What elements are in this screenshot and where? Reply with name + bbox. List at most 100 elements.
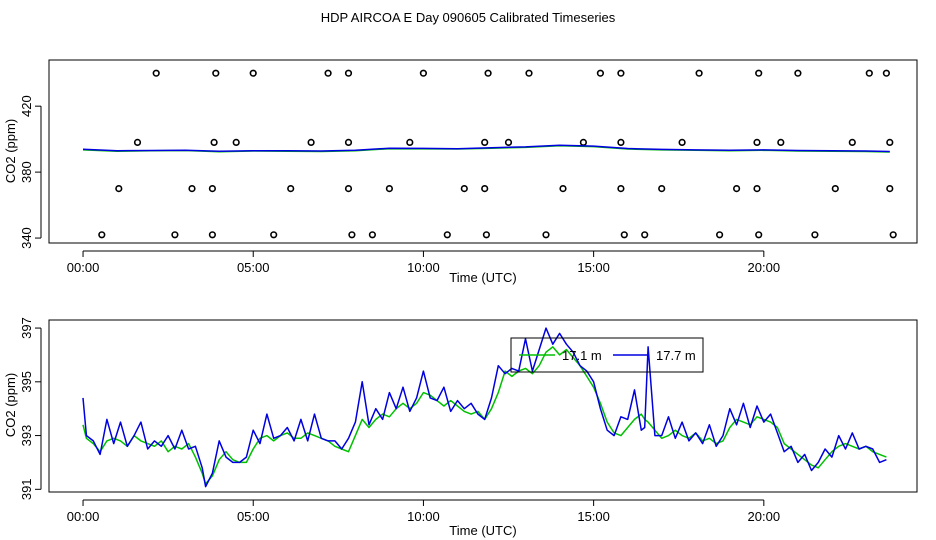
top-scatter-point-41 bbox=[753, 138, 761, 146]
bottom-x-axis-label: Time (UTC) bbox=[449, 523, 516, 538]
top-scatter-point-46 bbox=[212, 69, 220, 77]
top-scatter-point-56 bbox=[755, 69, 763, 77]
top-y-axis-label: CO2 (ppm) bbox=[3, 119, 18, 183]
top-scatter-point-8 bbox=[542, 231, 550, 239]
top-scatter-point-30 bbox=[133, 138, 142, 146]
bottom-y-tick-label-3: 397 bbox=[19, 317, 34, 339]
top-scatter-point-53 bbox=[596, 69, 605, 77]
bottom-lines bbox=[82, 327, 887, 488]
bottom-plot-frame bbox=[48, 319, 918, 493]
figure-title: HDP AIRCOA E Day 090605 Calibrated Times… bbox=[321, 10, 616, 25]
top-scatter-point-4 bbox=[348, 231, 356, 239]
top-scatter-point-21 bbox=[460, 185, 468, 193]
bottom-x-tick-label-2: 10:00 bbox=[407, 509, 440, 524]
legend-label-17-7m: 17.7 m bbox=[656, 348, 696, 363]
top-scatter-point-36 bbox=[481, 138, 489, 146]
bottom-x-tick-label-3: 15:00 bbox=[577, 509, 610, 524]
top-scatter-point-11 bbox=[715, 231, 724, 239]
top-scatter-point-25 bbox=[658, 185, 666, 193]
bottom-y-tick-label-0: 391 bbox=[19, 478, 34, 500]
top-scatter-point-29 bbox=[886, 185, 894, 193]
top-scatter-point-12 bbox=[755, 231, 763, 239]
top-scatter-point-6 bbox=[443, 231, 451, 239]
top-scatter-point-31 bbox=[210, 138, 218, 146]
top-scatter-point-27 bbox=[753, 185, 761, 193]
top-y-tick-label-2: 420 bbox=[19, 95, 34, 117]
top-scatter-point-7 bbox=[482, 231, 491, 239]
top-scatter-point-44 bbox=[886, 138, 894, 146]
top-scatter-point-48 bbox=[324, 69, 332, 77]
top-scatter-point-37 bbox=[504, 138, 513, 146]
bottom-panel: 00:00 05:00 10:00 15:00 20:00 391 393 395 397 T… bbox=[3, 317, 918, 538]
top-scatter-point-47 bbox=[249, 69, 257, 77]
top-scatter-point-26 bbox=[732, 185, 741, 193]
top-scatter-point-22 bbox=[481, 185, 489, 193]
top-x-tick-label-1: 05:00 bbox=[237, 260, 270, 275]
top-scatter-point-43 bbox=[848, 138, 856, 146]
bottom-y-axis: 391 393 395 397 bbox=[19, 317, 42, 500]
top-scatter-point-0 bbox=[98, 231, 106, 239]
bottom-x-tick-label-0: 00:00 bbox=[67, 509, 100, 524]
top-y-tick-label-0: 340 bbox=[19, 227, 34, 249]
bottom-y-tick-label-2: 395 bbox=[19, 371, 34, 393]
legend: 17.1 m 17.7 m bbox=[510, 337, 704, 373]
top-scatter-point-52 bbox=[525, 69, 533, 77]
top-scatter-point-45 bbox=[152, 69, 160, 77]
top-series-line-17-7-m bbox=[82, 144, 890, 153]
top-x-axis-label: Time (UTC) bbox=[449, 270, 516, 285]
top-panel: 00:00 05:00 10:00 15:00 20:00 340 380 420 Time… bbox=[3, 59, 918, 285]
top-scatter-point-42 bbox=[777, 138, 785, 146]
top-x-tick-label-0: 00:00 bbox=[67, 260, 100, 275]
top-scatter-point-18 bbox=[287, 185, 295, 193]
top-scatter-point-39 bbox=[617, 138, 625, 146]
top-scatter-point-19 bbox=[344, 185, 353, 193]
top-scatter bbox=[98, 69, 897, 239]
bottom-x-tick-label-4: 20:00 bbox=[748, 509, 781, 524]
top-x-axis: 00:00 05:00 10:00 15:00 20:00 bbox=[67, 250, 781, 275]
top-scatter-point-38 bbox=[579, 138, 588, 146]
top-x-tick-label-3: 15:00 bbox=[577, 260, 610, 275]
top-scatter-point-13 bbox=[811, 231, 819, 239]
top-scatter-point-9 bbox=[620, 231, 628, 239]
top-y-axis: 340 380 420 bbox=[19, 95, 42, 249]
top-scatter-point-57 bbox=[794, 69, 802, 77]
top-scatter-point-34 bbox=[344, 138, 353, 146]
top-scatter-point-16 bbox=[188, 185, 196, 193]
top-scatter-point-28 bbox=[831, 185, 839, 193]
top-scatter-point-59 bbox=[882, 69, 891, 77]
top-x-tick-label-4: 20:00 bbox=[748, 260, 781, 275]
top-lines bbox=[82, 144, 890, 153]
bottom-x-tick-label-1: 05:00 bbox=[237, 509, 270, 524]
top-scatter-point-10 bbox=[641, 231, 649, 239]
top-y-tick-label-1: 380 bbox=[19, 161, 34, 183]
legend-label-17-1m: 17.1 m bbox=[562, 348, 602, 363]
bottom-y-axis-label: CO2 (ppm) bbox=[3, 373, 18, 437]
top-scatter-point-15 bbox=[115, 185, 123, 193]
top-scatter-point-20 bbox=[385, 185, 394, 193]
bottom-series-line-17-7-m bbox=[82, 327, 887, 488]
top-scatter-point-32 bbox=[232, 138, 240, 146]
top-scatter-point-40 bbox=[678, 138, 686, 146]
top-scatter-point-55 bbox=[695, 69, 703, 77]
top-scatter-point-2 bbox=[208, 231, 216, 239]
top-x-tick-label-2: 10:00 bbox=[407, 260, 440, 275]
top-plot-frame bbox=[48, 59, 918, 244]
bottom-x-axis: 00:00 05:00 10:00 15:00 20:00 bbox=[67, 499, 781, 524]
top-scatter-point-5 bbox=[368, 231, 377, 239]
top-scatter-point-49 bbox=[344, 69, 353, 77]
top-scatter-point-3 bbox=[270, 231, 278, 239]
legend-box bbox=[510, 337, 704, 373]
top-scatter-point-51 bbox=[484, 69, 492, 77]
top-scatter-point-14 bbox=[889, 231, 897, 239]
top-scatter-point-58 bbox=[865, 69, 873, 77]
top-scatter-point-17 bbox=[208, 185, 216, 193]
top-scatter-point-23 bbox=[559, 185, 567, 193]
top-scatter-point-35 bbox=[406, 138, 414, 146]
top-scatter-point-1 bbox=[171, 231, 179, 239]
top-scatter-point-50 bbox=[419, 69, 428, 77]
top-scatter-point-24 bbox=[617, 185, 625, 193]
bottom-y-tick-label-1: 393 bbox=[19, 425, 34, 447]
top-scatter-point-54 bbox=[617, 69, 625, 77]
